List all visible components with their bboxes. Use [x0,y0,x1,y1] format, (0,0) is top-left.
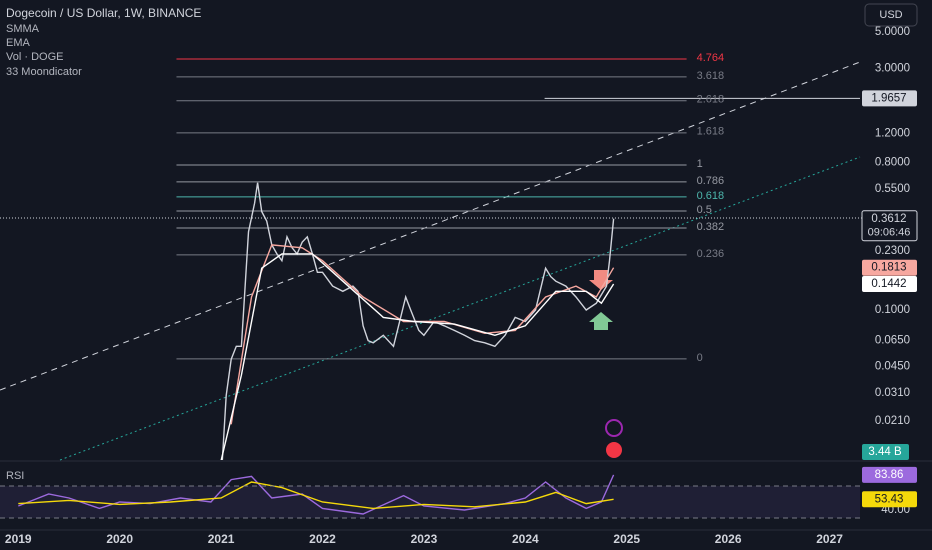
last-value-badge [862,275,917,292]
legend-entry: Vol · DOGE [6,51,63,63]
last-value-label: 0.3612 [871,213,906,225]
y-tick-label: 0.1000 [875,304,910,316]
y-tick-label: 0.2300 [875,245,910,257]
countdown: 09:06:46 [868,227,911,239]
fib-label: 1 [697,158,703,170]
fib-label: 0.236 [697,248,725,260]
x-tick-label: 2023 [411,532,438,546]
event-icon[interactable] [605,419,623,437]
fib-label: 0.618 [697,190,725,202]
currency-label[interactable]: USD [879,9,902,21]
last-value-label: 53.43 [875,493,904,505]
fib-label: 3.618 [697,70,725,82]
price-badge [862,90,917,107]
symbol-title: Dogecoin / US Dollar, 1W, BINANCE [6,6,201,20]
legend-entry: 33 Moondicator [6,66,82,78]
x-tick-label: 2022 [309,532,336,546]
last-value-label: 0.1442 [871,278,906,290]
y-tick-label: 0.5500 [875,183,910,195]
fib-label: 0 [697,352,703,364]
x-tick-label: 2025 [613,532,640,546]
last-value-badge [862,466,917,483]
rsi-title: RSI [6,470,24,482]
y-tick-label: 3.0000 [875,62,910,74]
volume-label: 3.44 B [868,446,902,458]
y-tick-label: 0.0310 [875,387,910,399]
fib-label: 4.764 [697,52,725,64]
x-tick-label: 2020 [106,532,133,546]
y-tick-label: 5.0000 [875,26,910,38]
y-tick-label: 0.0650 [875,335,910,347]
fib-label: 0.786 [697,175,725,187]
rsi-band-fill [0,486,860,518]
x-tick-label: 2019 [5,532,32,546]
event-icon[interactable] [606,442,622,458]
last-value-badge [862,491,917,508]
series-line [18,474,615,515]
legend-entry: EMA [6,37,31,49]
last-value-badge [862,259,917,276]
fib-label: 0.382 [697,221,725,233]
last-value-label: 0.1813 [871,262,906,274]
volume-badge [862,444,909,460]
legend-entry: SMMA [6,23,40,35]
x-tick-label: 2027 [816,532,843,546]
buy-arrow [589,312,613,330]
x-tick-label: 2024 [512,532,539,546]
ray-label: 1.9657 [871,92,906,104]
y-tick-label: 1.2000 [875,127,910,139]
x-tick-label: 2026 [715,532,742,546]
x-tick-label: 2021 [208,532,235,546]
series-line [221,182,615,460]
currency-button[interactable] [864,3,918,27]
series-line [18,481,614,510]
fib-label: 0.5 [697,204,712,216]
fib-label: 1.618 [697,126,725,138]
series-line [220,253,615,460]
y-tick-label: 0.0450 [875,361,910,373]
y-tick-label: 0.0210 [875,415,910,427]
last-value-label: 83.86 [875,469,904,481]
y-tick-label: 0.8000 [875,156,910,168]
fib-label: 2.618 [697,94,725,106]
last-value-badge [861,210,918,242]
